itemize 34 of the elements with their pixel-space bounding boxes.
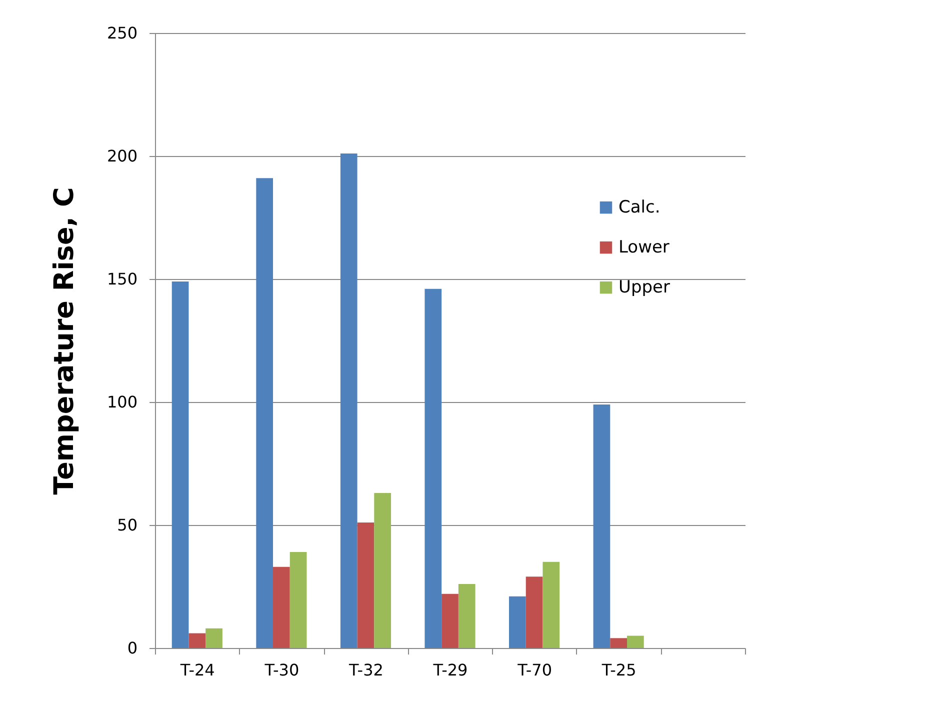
bar (357, 522, 374, 648)
y-axis-title: Temperature Rise, C (48, 187, 80, 495)
x-tick-label: T-70 (516, 660, 552, 680)
x-tick-label: T-24 (179, 660, 215, 680)
bar (593, 404, 610, 648)
bar (340, 154, 358, 648)
x-tick-label: T-30 (264, 660, 300, 680)
legend-label: Lower (618, 238, 670, 258)
x-tick-label: T-32 (348, 660, 384, 680)
y-tick-label: 250 (106, 24, 138, 42)
legend-label: Calc. (618, 198, 660, 218)
y-tick-label: 50 (117, 516, 138, 534)
bar (610, 638, 627, 648)
x-tick-label: T-29 (432, 660, 468, 680)
bar (442, 594, 458, 648)
bar (542, 562, 560, 648)
x-tick-label: T-25 (600, 660, 636, 680)
bar (509, 596, 526, 648)
legend-label: Upper (618, 278, 670, 298)
y-tick-label: 150 (106, 270, 138, 288)
bar (458, 584, 476, 648)
y-tick-label: 100 (106, 392, 138, 412)
bar (424, 288, 442, 648)
bar (627, 636, 644, 648)
bar (206, 628, 222, 648)
bar (526, 576, 543, 648)
bar (172, 281, 189, 648)
bar (256, 178, 273, 648)
bar (290, 552, 307, 648)
y-tick-label: 0 (127, 638, 138, 658)
bar (273, 566, 290, 648)
bar (188, 633, 206, 648)
bar (374, 493, 391, 648)
y-tick-label: 200 (106, 146, 138, 166)
